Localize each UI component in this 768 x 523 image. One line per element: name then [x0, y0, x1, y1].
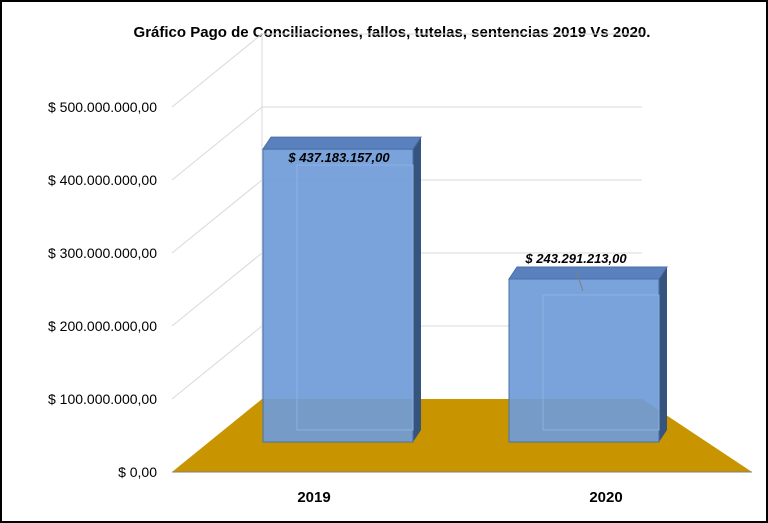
bar-side — [659, 266, 667, 442]
bar-inner-edge — [542, 294, 660, 431]
chart-title: Gráfico Pago de Conciliaciones, fallos, … — [134, 24, 651, 41]
bar-front — [262, 148, 414, 443]
gridline-side — [171, 325, 263, 400]
y-tick-label: $ 200.000.000,00 — [48, 318, 157, 334]
x-axis-categories: 2019 2020 — [297, 489, 622, 506]
y-tick-label: $ 0,00 — [118, 464, 157, 480]
category-label: 2020 — [589, 489, 622, 506]
y-tick-label: $ 300.000.000,00 — [48, 245, 157, 261]
bars — [262, 136, 668, 443]
bar-inner-edge — [296, 164, 414, 431]
data-label-leader — [575, 269, 584, 292]
bar-2019 — [262, 136, 422, 443]
gridline-side — [171, 33, 263, 108]
y-tick-label: $ 400.000.000,00 — [48, 172, 157, 188]
data-labels: $ 437.183.157,00 $ 243.291.213,00 — [287, 150, 627, 292]
category-label: 2019 — [297, 489, 330, 506]
bar-top — [262, 136, 422, 150]
bar-front — [508, 278, 660, 443]
bar-2020 — [508, 266, 668, 443]
bar-side — [413, 137, 421, 442]
gridline-side — [171, 179, 263, 254]
y-tick-label: $ 500.000.000,00 — [48, 99, 157, 115]
gridline-side — [171, 252, 263, 327]
bar-top — [508, 266, 668, 280]
data-label: $ 437.183.157,00 — [287, 150, 390, 165]
y-axis-ticks: $ 0,00 $ 100.000.000,00 $ 200.000.000,00 $ … — [48, 99, 157, 480]
gridline-side — [171, 106, 263, 181]
y-tick-label: $ 100.000.000,00 — [48, 391, 157, 407]
data-label: $ 243.291.213,00 — [524, 251, 627, 266]
